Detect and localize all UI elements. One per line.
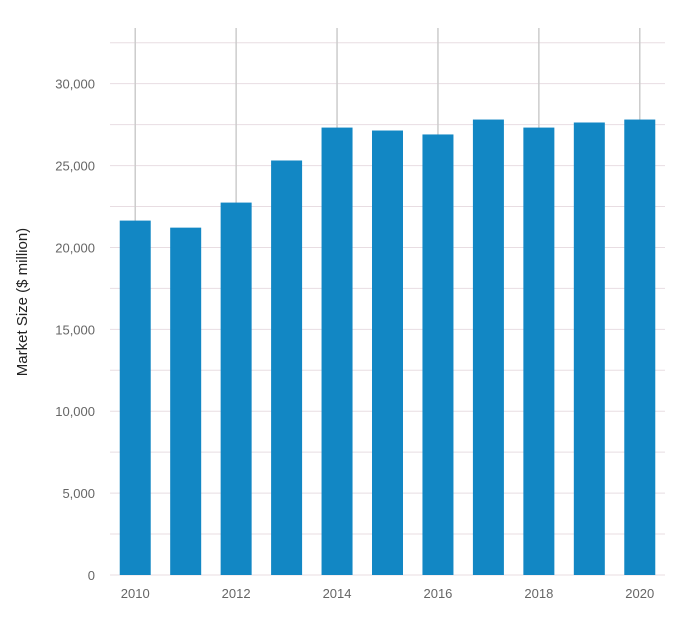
y-axis-ticks: 0 5,000 10,000 15,000 20,000 25,000 30,000	[55, 77, 95, 583]
bar-2020	[624, 119, 656, 576]
y-tick-label: 25,000	[55, 159, 95, 174]
bar-2012	[220, 202, 252, 576]
y-tick-label: 20,000	[55, 240, 95, 255]
y-tick-label: 10,000	[55, 404, 95, 419]
x-axis-ticks: 2010 2012 2014 2016 2018 2020	[121, 586, 654, 601]
bar-2014	[321, 127, 353, 575]
bar-2018	[523, 127, 555, 575]
x-tick-label: 2020	[625, 586, 654, 601]
x-tick-label: 2016	[423, 586, 452, 601]
y-tick-label: 5,000	[62, 486, 95, 501]
bar-2019	[573, 122, 605, 575]
x-tick-label: 2012	[222, 586, 251, 601]
y-tick-label: 30,000	[55, 77, 95, 92]
bar-2016	[422, 134, 454, 576]
y-tick-label: 15,000	[55, 322, 95, 337]
bar-2011	[170, 227, 202, 576]
y-tick-label: 0	[88, 568, 95, 583]
bar-2017	[472, 119, 504, 576]
x-tick-label: 2010	[121, 586, 150, 601]
x-tick-label: 2018	[524, 586, 553, 601]
bar-2010	[119, 220, 151, 575]
bars	[119, 119, 656, 576]
bar-2013	[271, 160, 303, 575]
y-axis-label: Market Size ($ million)	[14, 228, 31, 376]
x-tick-label: 2014	[323, 586, 352, 601]
bar-2015	[372, 130, 403, 576]
